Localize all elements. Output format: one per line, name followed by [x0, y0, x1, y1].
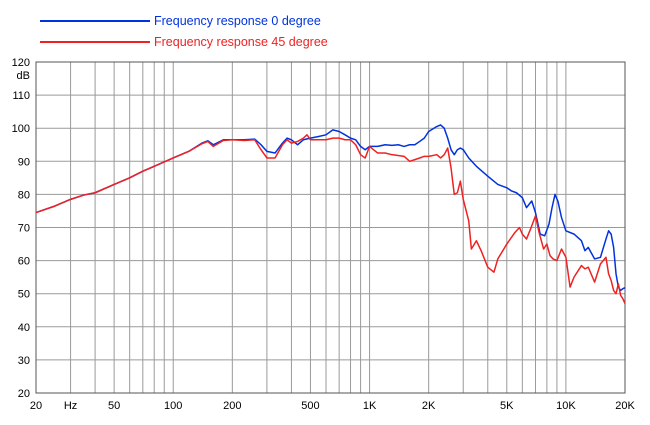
x-tick-label: 5K	[500, 400, 514, 412]
y-tick-label: 70	[18, 223, 30, 235]
legend-label: Frequency response 45 degree	[154, 35, 328, 49]
x-tick-label: 200	[223, 400, 241, 412]
y-tick-label: 50	[18, 289, 30, 301]
x-tick-label: Hz	[64, 400, 77, 412]
legend: Frequency response 0 degree Frequency res…	[40, 14, 328, 49]
x-tick-label: 50	[108, 400, 120, 412]
y-axis-ticks: 20 30 40 50 60 70 80 90 100 110 120	[12, 57, 30, 400]
y-tick-label: 60	[18, 256, 30, 268]
x-tick-label: 500	[301, 400, 319, 412]
x-axis-ticks: 20 Hz 50 100 200 500 1K 2K 5K 10K 20K	[30, 400, 636, 412]
x-tick-label: 10K	[556, 400, 576, 412]
y-tick-label: 90	[18, 156, 30, 168]
y-tick-label: 80	[18, 189, 30, 201]
x-tick-label: 20K	[615, 400, 635, 412]
series-line	[35, 124, 626, 292]
y-tick-label: 110	[12, 90, 30, 102]
y-tick-label: 20	[18, 388, 30, 400]
y-tick-label: 30	[18, 355, 30, 367]
x-tick-label: 1K	[363, 400, 377, 412]
legend-label: Frequency response 0 degree	[154, 14, 321, 28]
y-tick-label: 40	[18, 322, 30, 334]
x-tick-label: 2K	[422, 400, 436, 412]
y-tick-label: 100	[12, 123, 30, 135]
plot-frame	[35, 61, 626, 394]
y-tick-label: 120	[12, 57, 30, 69]
series-line	[35, 134, 626, 304]
grid	[35, 61, 626, 394]
x-tick-label: 100	[164, 400, 182, 412]
x-tick-label: 20	[30, 400, 42, 412]
y-axis-label: dB	[17, 70, 30, 82]
series-layer	[35, 124, 626, 304]
